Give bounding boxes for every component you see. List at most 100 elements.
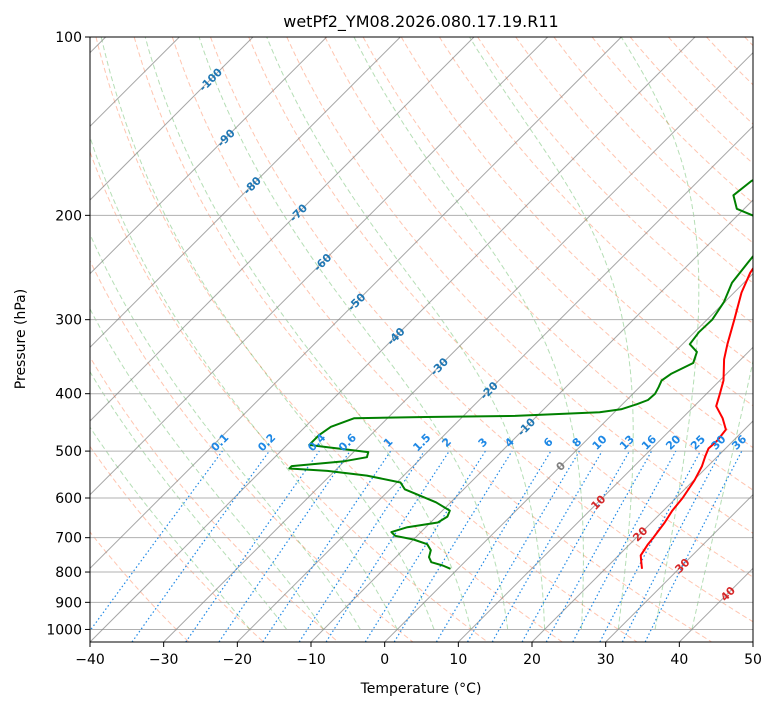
dry-adiabat <box>133 37 638 642</box>
dry-adiabat <box>248 37 753 578</box>
isotherm-label: -90 <box>215 126 238 149</box>
x-tick-label: 10 <box>449 652 467 668</box>
isotherm-line <box>90 37 696 642</box>
mixing-ratio-line <box>185 450 320 642</box>
x-tick-label: 0 <box>380 652 389 668</box>
x-tick-label: −10 <box>296 652 326 668</box>
dry-adiabat <box>744 37 753 47</box>
chart-title: wetPf2_YM08.2026.080.17.19.R11 <box>283 12 558 32</box>
data-lines <box>288 179 753 570</box>
y-tick-label: 400 <box>55 387 82 403</box>
isotherm-line <box>605 493 753 642</box>
background-lines <box>90 37 753 642</box>
moist-adiabat <box>90 426 251 630</box>
dry-adiabat <box>553 37 753 244</box>
moist-adiabat <box>100 37 435 630</box>
dry-adiabat <box>706 37 753 86</box>
mixing-ratio-label: 16 <box>639 432 659 452</box>
mixing-ratio-line <box>644 450 743 642</box>
mixing-ratio-label: 10 <box>590 432 610 452</box>
moist-adiabat <box>90 308 324 630</box>
dry-adiabat <box>90 356 339 642</box>
axes: −40 −30 −20 −10 0 10 20 30 40 50 100 200 300 400 500 60… <box>46 30 762 668</box>
y-tick-label: 900 <box>55 595 82 611</box>
dry-adiabat <box>210 37 753 623</box>
temperature-profile <box>639 266 753 569</box>
isotherm-line <box>752 641 753 642</box>
mixing-ratio-line <box>599 450 702 642</box>
y-tick-label: 700 <box>55 531 82 547</box>
dry-adiabat <box>95 37 563 642</box>
isotherm-line <box>90 37 622 570</box>
isotherm-line <box>163 51 753 642</box>
dewpoint-profile <box>288 179 753 570</box>
moist-adiabat <box>90 232 361 630</box>
mixing-ratio-line <box>545 450 653 642</box>
isotherm-line <box>384 272 753 642</box>
y-axis-title: Pressure (hPa) <box>13 289 29 389</box>
dry-adiabat <box>515 37 753 284</box>
dry-adiabat <box>362 37 753 449</box>
mixing-ratio-line <box>393 450 513 642</box>
x-tick-label: 40 <box>670 652 688 668</box>
y-tick-label: 1000 <box>46 622 82 638</box>
isotherm-line <box>90 37 549 496</box>
moist-adiabat <box>353 37 584 630</box>
y-tick-label: 300 <box>55 313 82 329</box>
mixing-ratio-line <box>572 450 677 642</box>
isotherm-line <box>457 346 753 642</box>
isotherm-line <box>90 37 328 275</box>
moist-adiabat <box>266 37 546 630</box>
mixing-ratio-label: 30 <box>709 432 729 452</box>
mixing-ratio-line <box>466 450 580 642</box>
x-tick-label: −30 <box>149 652 179 668</box>
y-tick-label: 600 <box>55 491 82 507</box>
plot-frame <box>89 36 754 643</box>
y-tick-label: 800 <box>55 565 82 581</box>
moist-adiabat <box>620 37 700 630</box>
mixing-ratio-label: 20 <box>663 432 683 452</box>
dry-adiabat <box>438 37 753 366</box>
dry-adiabat <box>668 37 753 125</box>
mixing-ratio-line <box>90 450 223 632</box>
mixing-ratio-label: 1 <box>381 435 396 450</box>
mixing-ratio-label: 6 <box>541 435 556 450</box>
dry-adiabat <box>286 37 753 534</box>
isotherm-line <box>310 199 753 642</box>
dry-adiabat <box>171 37 712 642</box>
mixing-ratio-line <box>262 450 392 642</box>
dry-adiabat <box>629 37 753 165</box>
isotherm-line <box>236 125 753 642</box>
mixing-ratio-line <box>621 450 722 642</box>
x-tick-label: 50 <box>744 652 762 668</box>
moist-adiabat <box>469 37 634 630</box>
mixing-ratio-label: 2 <box>439 435 454 450</box>
dry-adiabat <box>90 259 414 642</box>
isotherm-line <box>90 37 254 201</box>
mixing-ratio-line <box>521 450 631 642</box>
x-tick-label: 20 <box>523 652 541 668</box>
mixing-ratio-line <box>325 450 450 642</box>
mixing-ratio-label: 36 <box>729 432 749 452</box>
isotherm-line <box>531 420 753 642</box>
x-tick-label: −40 <box>75 652 105 668</box>
dry-adiabat <box>90 445 264 642</box>
x-tick-label: 30 <box>597 652 615 668</box>
dry-adiabat <box>591 37 753 204</box>
x-tick-label: −20 <box>223 652 253 668</box>
mixing-ratio-line <box>298 450 425 642</box>
mixing-ratio-line <box>218 450 351 642</box>
y-tick-label: 200 <box>55 208 82 224</box>
y-tick-label: 100 <box>55 30 82 46</box>
y-tick-label: 500 <box>55 444 82 460</box>
mixing-ratio-line <box>131 450 270 642</box>
moist-adiabat <box>198 37 509 630</box>
mixing-ratio-label: 25 <box>688 433 708 453</box>
moist-adiabat <box>144 37 472 630</box>
moist-adiabat <box>90 135 398 630</box>
isotherm-label: -100 <box>196 65 225 94</box>
moist-adiabat <box>90 370 288 630</box>
moist-adiabat <box>691 358 753 630</box>
isotherm-line <box>90 37 475 422</box>
